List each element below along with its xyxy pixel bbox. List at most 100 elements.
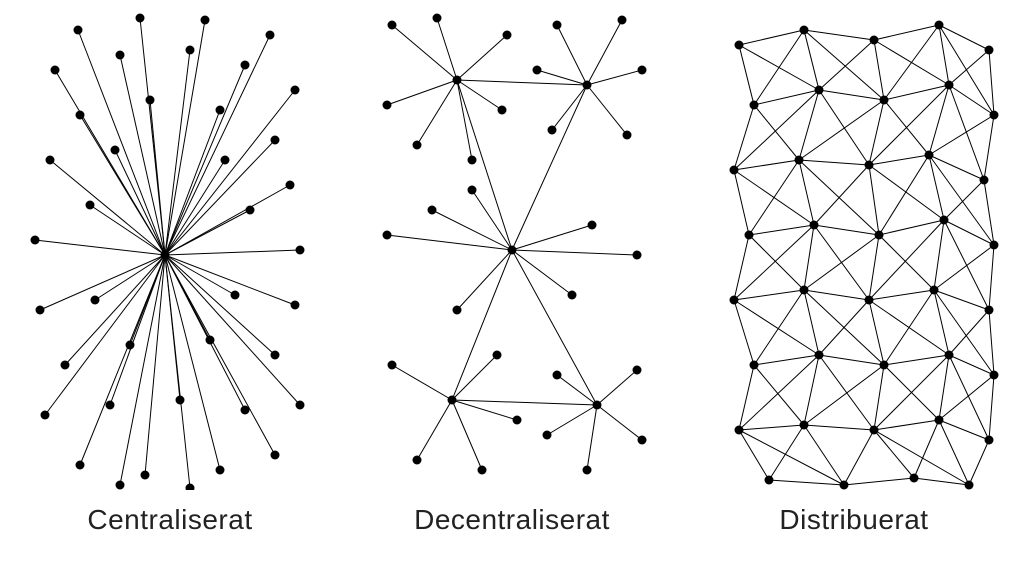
network-node [815, 86, 824, 95]
network-node [870, 36, 879, 45]
network-edge [65, 255, 165, 365]
network-node [865, 296, 874, 305]
network-edge [884, 290, 934, 365]
network-edge [819, 40, 874, 90]
network-node [940, 216, 949, 225]
network-edge [597, 405, 642, 440]
network-node [111, 146, 120, 155]
network-node [935, 21, 944, 30]
network-node [985, 436, 994, 445]
network-node [965, 481, 974, 490]
network-edge [165, 255, 275, 455]
caption-decentralized: Decentraliserat [414, 504, 610, 536]
network-node [945, 81, 954, 90]
network-node [990, 241, 999, 250]
network-node [985, 306, 994, 315]
network-node [271, 451, 280, 460]
network-node [735, 41, 744, 50]
network-node [76, 111, 85, 120]
network-edge [869, 290, 934, 300]
network-decentralized [362, 10, 662, 490]
network-edge [587, 85, 627, 135]
network-node [51, 66, 60, 75]
network-edge [165, 255, 300, 405]
network-node [840, 481, 849, 490]
network-edge [869, 100, 884, 165]
network-node [548, 126, 557, 135]
network-node [638, 66, 647, 75]
network-edge [165, 110, 220, 255]
network-edge [984, 115, 994, 180]
network-edge [165, 255, 220, 470]
network-edge [989, 310, 994, 375]
network-node [730, 296, 739, 305]
network-node [231, 291, 240, 300]
network-centralized [20, 10, 320, 490]
network-node [146, 96, 155, 105]
network-edge [844, 430, 874, 485]
network-edge [804, 290, 819, 355]
network-node [388, 361, 397, 370]
network-node [413, 141, 422, 150]
network-node [553, 21, 562, 30]
network-edge [754, 290, 804, 365]
network-node [61, 361, 70, 370]
network-edge [512, 250, 637, 255]
network-edge [989, 50, 994, 115]
caption-distributed: Distribuerat [779, 504, 928, 536]
network-edge [799, 160, 814, 225]
network-node [74, 26, 83, 35]
network-node [508, 246, 517, 255]
network-edge [739, 45, 754, 105]
network-node [241, 406, 250, 415]
network-node [925, 151, 934, 160]
network-node [478, 466, 487, 475]
network-edge [949, 85, 994, 115]
network-edge [949, 50, 989, 85]
network-node [296, 401, 305, 410]
network-edge [804, 30, 819, 90]
network-node [176, 396, 185, 405]
network-node [271, 351, 280, 360]
panel-distributed: Distribuerat [704, 10, 1004, 536]
network-node [750, 101, 759, 110]
network-edge [804, 355, 819, 425]
network-edge [804, 425, 844, 485]
network-edge [115, 150, 165, 255]
network-edge [457, 80, 502, 110]
network-node [910, 474, 919, 483]
network-edge [165, 185, 290, 255]
network-node [186, 484, 195, 491]
network-node [618, 16, 627, 25]
network-edge [739, 30, 804, 45]
network-node [86, 201, 95, 210]
network-node [91, 296, 100, 305]
network-edge [512, 250, 597, 405]
network-edge [457, 80, 587, 85]
network-node [271, 136, 280, 145]
network-node [810, 221, 819, 230]
network-edge [537, 70, 587, 85]
network-edge [734, 290, 804, 300]
network-edge [769, 480, 844, 485]
network-edge [110, 255, 165, 405]
network-edge [934, 290, 949, 355]
network-node [453, 76, 462, 85]
network-edge [150, 100, 165, 255]
network-edge [145, 255, 165, 475]
network-edge [819, 90, 869, 165]
network-node [553, 371, 562, 380]
network-node [815, 351, 824, 360]
network-edge [739, 365, 754, 430]
network-node [945, 351, 954, 360]
network-edge [587, 405, 597, 470]
network-node [206, 336, 215, 345]
network-edge [597, 370, 637, 405]
network-edge [944, 220, 994, 245]
network-node [735, 426, 744, 435]
network-edge [819, 300, 869, 355]
network-node [241, 61, 250, 70]
network-edge [749, 235, 804, 290]
network-edge [929, 155, 994, 245]
network-node [41, 411, 50, 420]
